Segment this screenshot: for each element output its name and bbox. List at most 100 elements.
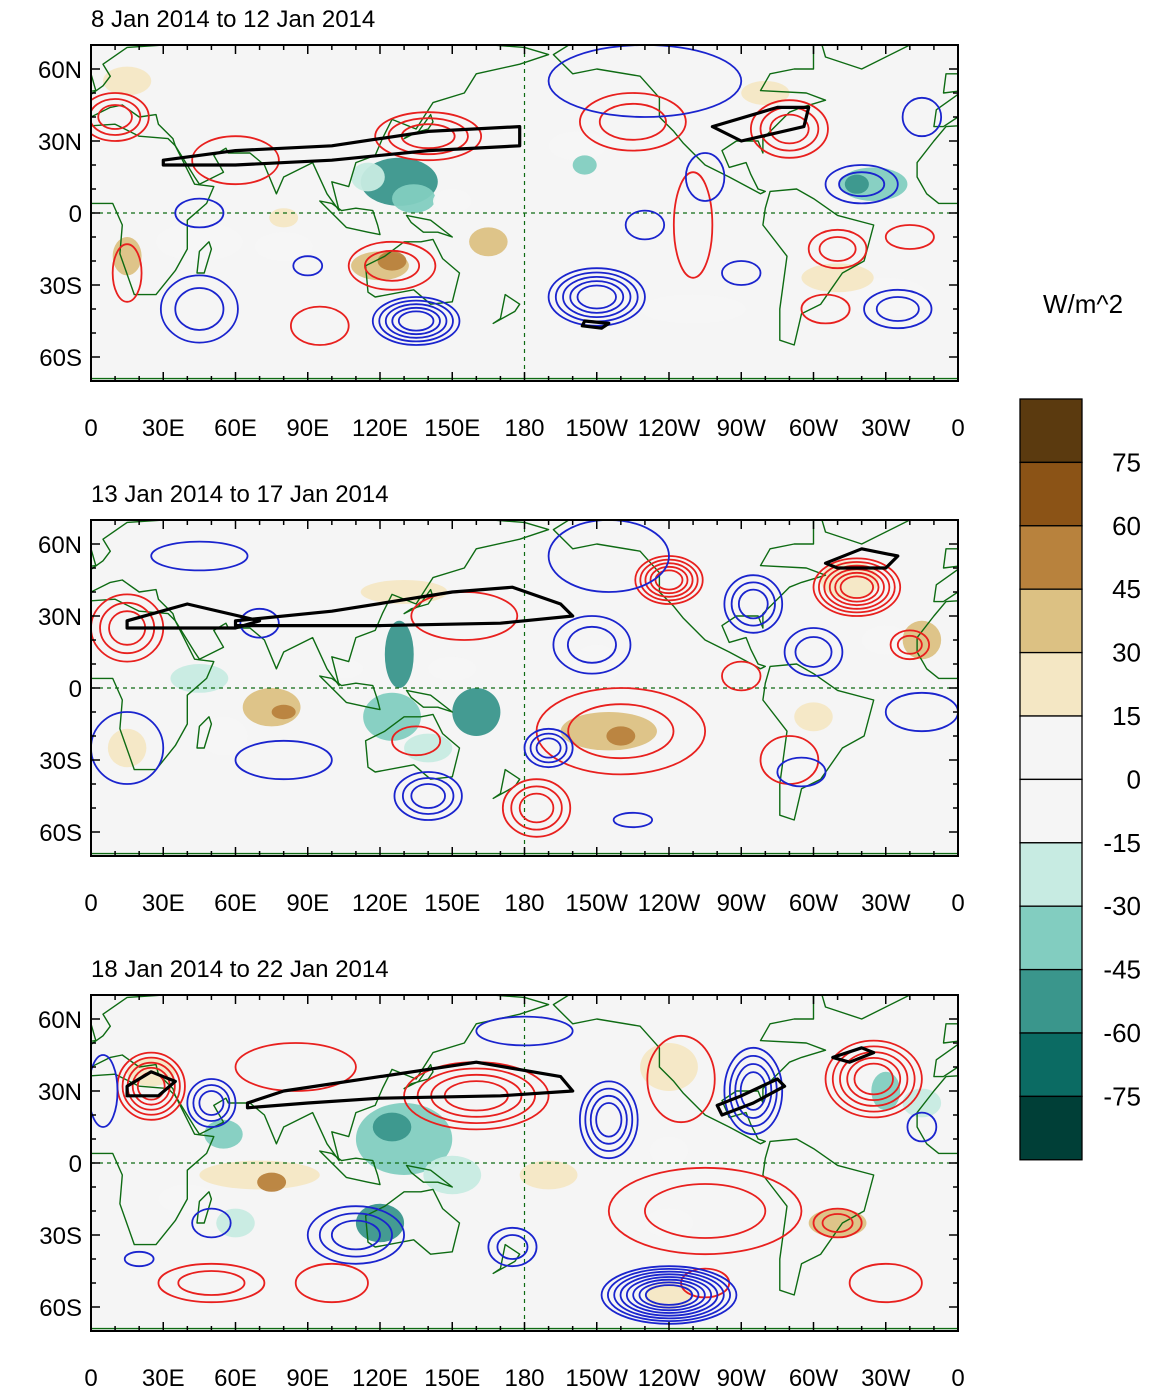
negative-contour	[875, 296, 920, 322]
negative-contour	[384, 303, 448, 339]
colorbar-swatch	[1019, 905, 1083, 971]
negative-contour	[737, 588, 769, 620]
negative-contour	[684, 152, 726, 202]
jet-contour	[710, 105, 811, 143]
olr-anomaly-patch	[384, 620, 414, 689]
positive-contour	[824, 1039, 923, 1119]
jet-contour	[125, 1070, 177, 1098]
olr-anomaly-patch	[423, 1155, 482, 1195]
negative-contour	[198, 1090, 225, 1116]
negative-contour	[391, 306, 441, 336]
negative-contour	[606, 1268, 732, 1323]
reference-lines	[91, 520, 958, 856]
positive-contour	[191, 135, 280, 186]
negative-contour	[397, 310, 435, 332]
positive-contour	[884, 224, 935, 250]
x-tick-label: 120E	[352, 890, 408, 917]
negative-contour	[475, 1015, 574, 1047]
positive-contour	[91, 98, 142, 136]
olr-anomaly-patch	[640, 294, 747, 324]
colorbar-swatch	[1019, 398, 1083, 464]
y-tick-label: 0	[69, 1151, 82, 1178]
colorbar-swatch	[1019, 588, 1083, 654]
negative-contour	[150, 540, 249, 572]
positive-contour	[598, 102, 667, 141]
olr-anomaly-patch	[572, 155, 597, 175]
olr-anomaly-patch	[257, 1172, 287, 1192]
olr-anomaly-patch	[844, 174, 869, 194]
positive-contour	[294, 1262, 369, 1304]
x-tick-label: 90W	[717, 1365, 767, 1392]
positive-contour	[821, 1213, 854, 1233]
olr-anomaly-patch	[363, 692, 421, 741]
negative-contour	[123, 1250, 155, 1268]
olr-anomaly-patch	[649, 1136, 689, 1166]
negative-contour	[174, 287, 225, 331]
colorbar: W/m^2 75 60 45 30 15 0 -15 -30 -45 -60 -…	[1019, 289, 1141, 1161]
coastline-antarctica	[91, 852, 958, 856]
map-panel-2: 13 Jan 2014 to 17 Jan 2014 0 30E 60E 90E…	[38, 481, 965, 917]
x-tick-label: 60W	[789, 1365, 839, 1392]
coastline-greenland	[821, 45, 911, 70]
olr-anomaly-patch	[644, 1280, 694, 1310]
x-tick-label: 0	[84, 890, 97, 917]
y-tick-label: 60S	[39, 1295, 82, 1322]
positive-contour-layer	[91, 92, 935, 346]
colorbar-tick-label: 30	[1112, 638, 1141, 668]
x-axis-labels: 0 30E 60E 90E 120E 150E 180 150W 120W 90…	[84, 890, 964, 917]
x-tick-label: 150W	[565, 1365, 628, 1392]
olr-anomaly-patch	[519, 1160, 578, 1190]
olr-anomaly-patch	[103, 66, 152, 96]
positive-contour	[831, 1045, 916, 1113]
negative-contour	[612, 811, 654, 829]
panel-title: 13 Jan 2014 to 17 Jan 2014	[91, 481, 389, 508]
olr-anomaly-patch	[324, 659, 364, 679]
coastline-antarctica	[957, 1327, 958, 1331]
map-panel-1: 8 Jan 2014 to 12 Jan 2014 0 30E 60E 90E …	[38, 6, 1078, 442]
coastline-british-isles	[942, 73, 958, 94]
coastline-indonesia	[319, 675, 381, 711]
coastline-africa	[91, 1073, 215, 1246]
y-tick-label: 30N	[38, 1079, 82, 1106]
colorbar-swatch	[1019, 525, 1083, 590]
jet-contour	[580, 319, 611, 330]
axis-ticks	[90, 44, 959, 382]
positive-contour	[97, 104, 133, 130]
positive-contour	[177, 1270, 246, 1296]
olr-anomaly-patch	[572, 644, 621, 684]
negative-contour	[776, 756, 827, 788]
positive-contour	[649, 565, 689, 595]
axis-ticks	[90, 994, 959, 1332]
x-tick-label: 0	[84, 415, 97, 442]
negative-contour	[371, 296, 461, 346]
olr-anomaly-patch	[271, 704, 296, 720]
positive-contour	[644, 562, 694, 598]
olr-anomaly-patch	[351, 162, 385, 192]
positive-contour	[654, 569, 684, 591]
negative-contour-layer	[91, 1015, 938, 1325]
x-tick-label: 30W	[861, 890, 911, 917]
positive-contour	[749, 99, 829, 159]
positive-contour	[121, 1056, 181, 1116]
negative-contour-layer	[159, 45, 943, 346]
panel-title: 18 Jan 2014 to 22 Jan 2014	[91, 956, 389, 983]
y-tick-label: 60S	[39, 345, 82, 372]
coastline-eurasia	[933, 93, 958, 128]
positive-contour	[347, 240, 437, 291]
jet-contour	[245, 1060, 575, 1110]
x-tick-label: 150W	[565, 890, 628, 917]
olr-anomaly-patch	[428, 656, 477, 681]
jet-contour-layer	[125, 1046, 876, 1117]
colorbar-tick-label: -15	[1103, 828, 1141, 858]
olr-anomaly-patch	[640, 1043, 698, 1091]
coastline-madagascar	[1064, 242, 1078, 273]
coastline-eurasia	[91, 995, 550, 1162]
olr-anomaly-patch	[112, 237, 142, 276]
coastline-madagascar	[196, 241, 213, 274]
coastline-south-america	[762, 663, 875, 821]
colorbar-tick-label: 60	[1112, 511, 1141, 541]
negative-contour	[306, 1205, 405, 1265]
x-tick-label: 90E	[286, 890, 329, 917]
negative-contour	[576, 284, 617, 310]
